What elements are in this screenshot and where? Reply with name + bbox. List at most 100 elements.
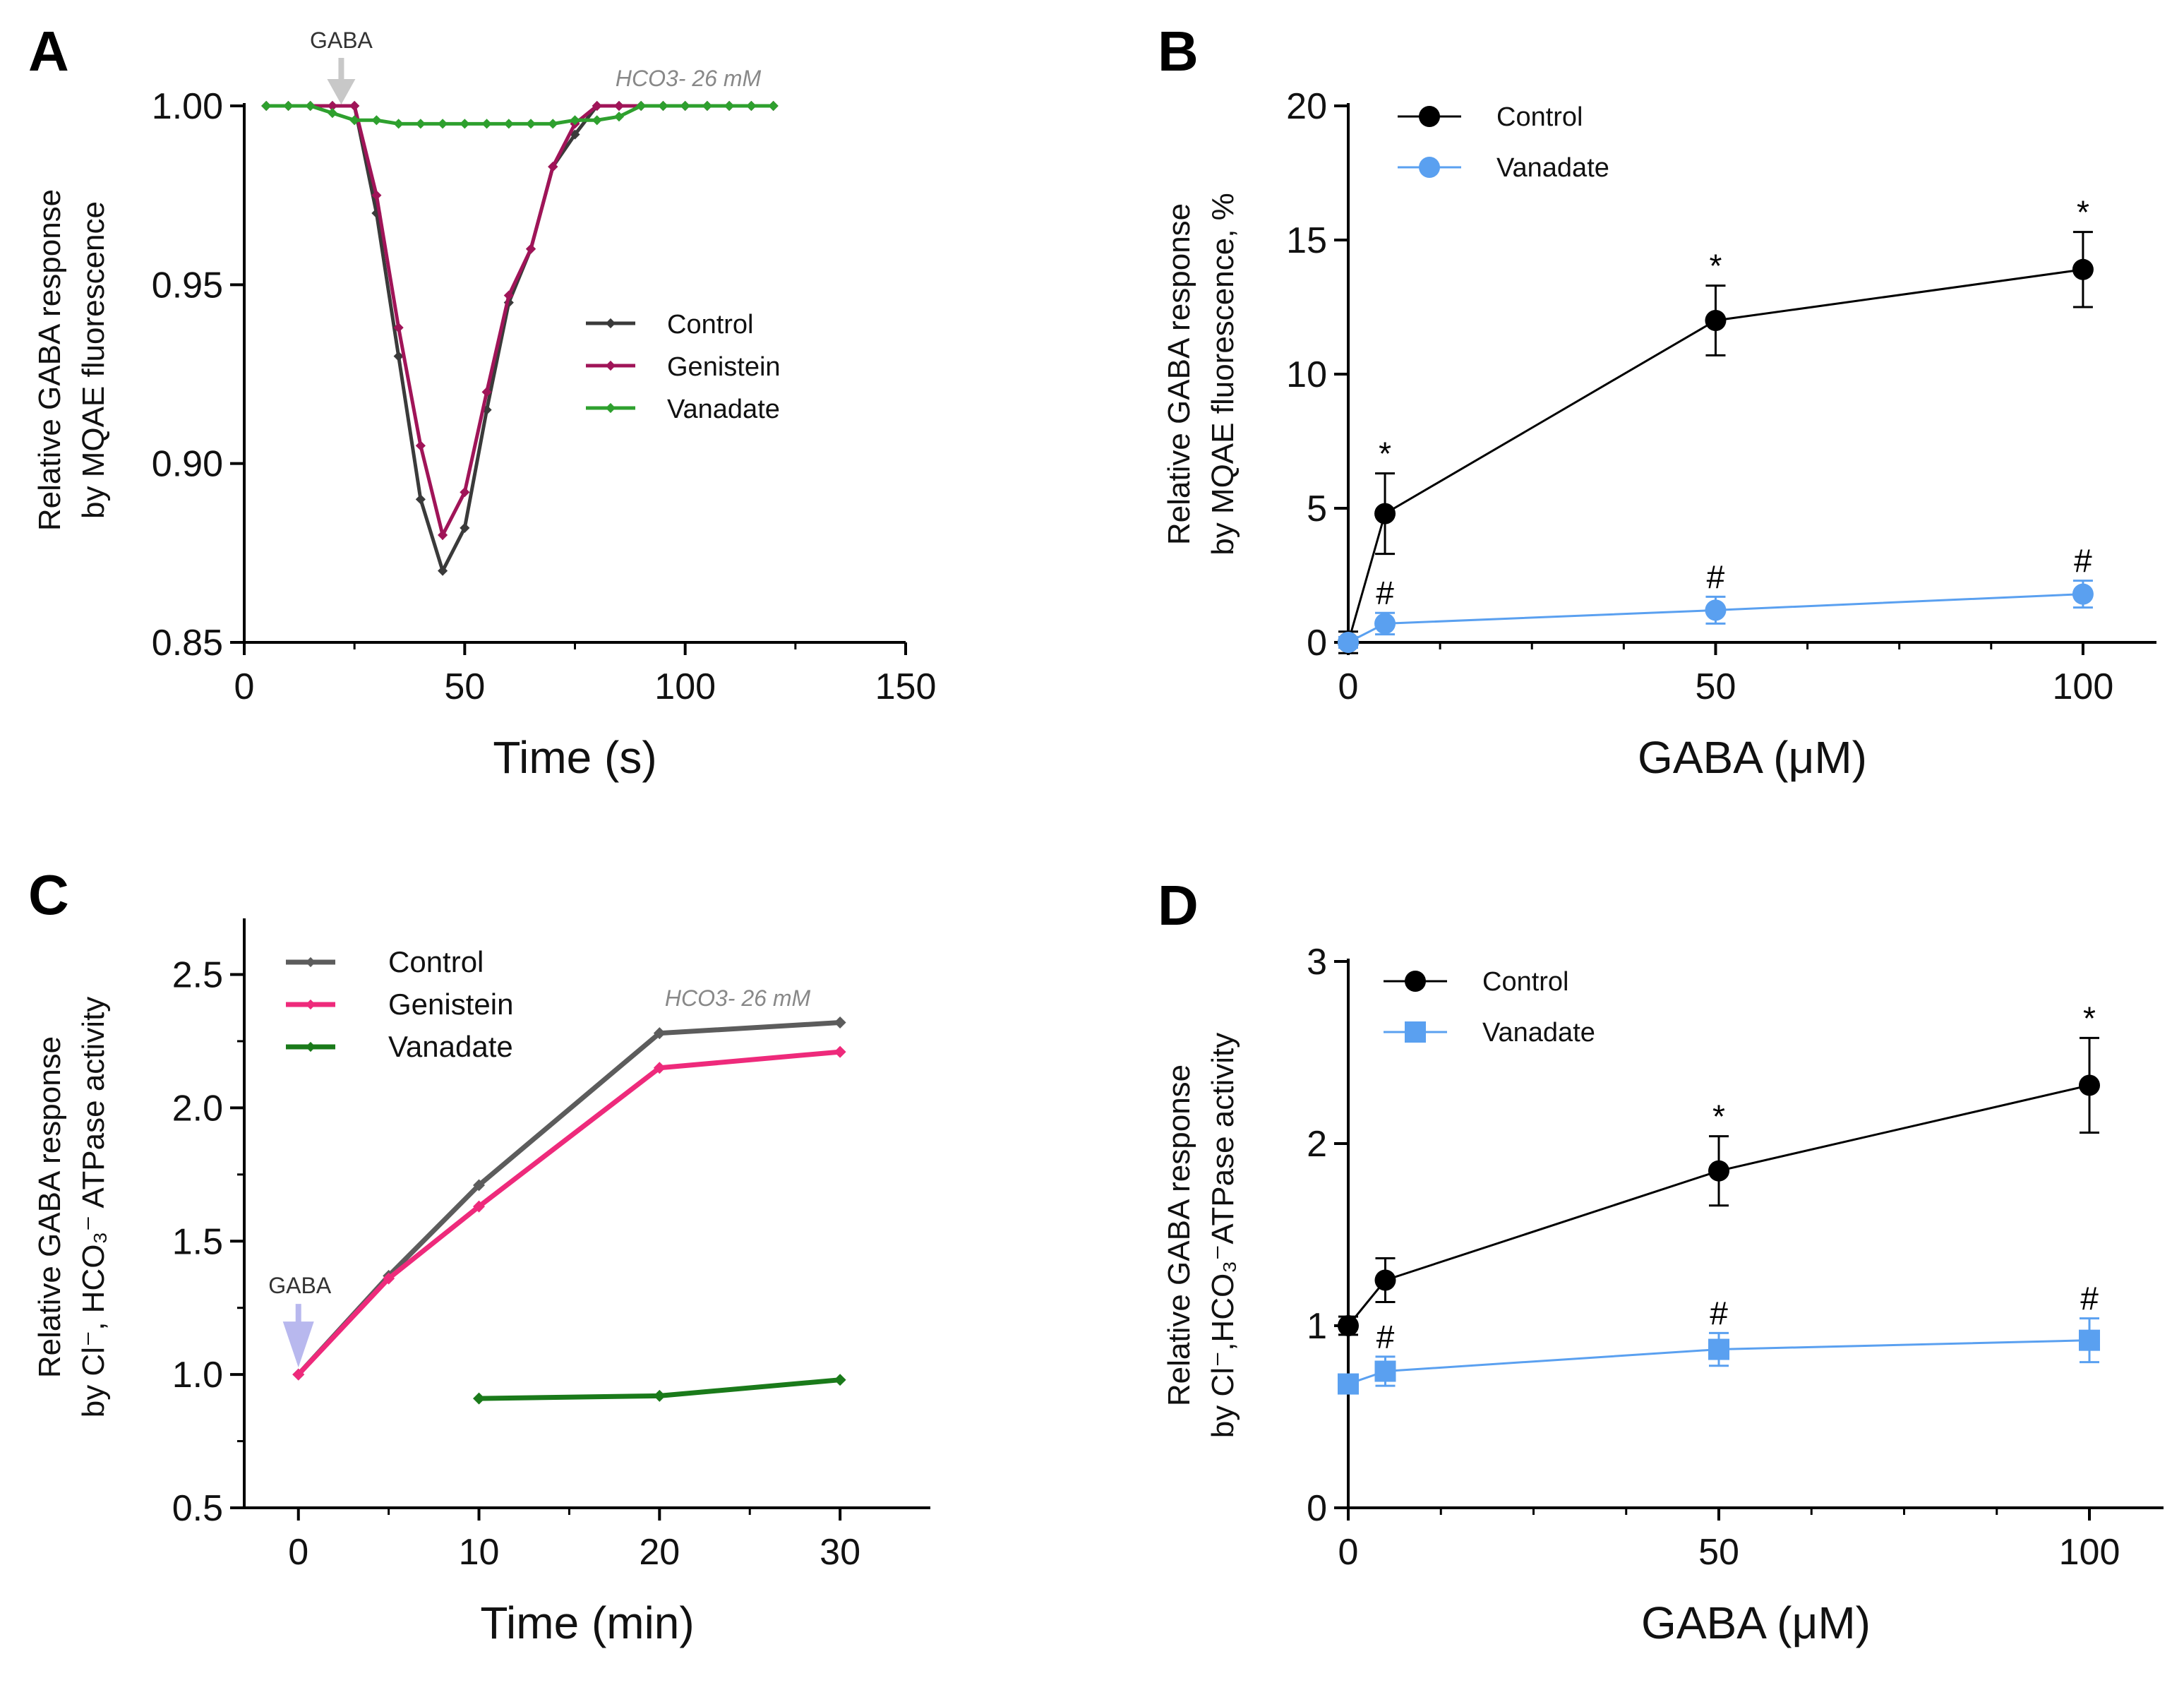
y-axis-title: Relative GABA response by Cl⁻,HCO₃⁻ATPase… [1162,1033,1240,1439]
data-point [1374,613,1396,635]
y-tick-label: 0.95 [152,265,223,306]
legend-item-control: Control [1398,102,1583,132]
x-tick-label: 10 [459,1532,500,1573]
data-point [2072,583,2094,605]
panel-label-d: D [1158,874,1199,937]
data-point [415,119,426,129]
y-tick-label: 5 [1307,488,1327,529]
data-point [548,119,558,129]
significance-mark: * [2083,1000,2096,1036]
legend-item-vanadate: Vanadate [1384,1018,1595,1048]
y-tick-label: 2.5 [172,955,223,996]
significance-mark: # [2080,1281,2099,1317]
legend-label: Control [1496,102,1583,132]
gaba-arrow-icon [327,79,356,104]
y-tick-label: 1.5 [172,1221,223,1262]
annotation-hco3: HCO3- 26 mM [665,985,811,1011]
data-point [1338,632,1359,653]
legend-marker [605,318,616,329]
panel-label-c: C [28,863,69,926]
series-vanadate: # # # [1338,543,2094,653]
data-point [327,100,338,112]
data-point [653,1027,666,1040]
data-point [383,1272,395,1285]
legend-label: Genistein [667,352,781,382]
panel-a: A 0.85 0.90 0.95 1.00 0 50 100 150 Time (s) Relati… [28,20,936,783]
legend-marker [605,360,616,371]
y-tick-label: 0.85 [152,623,223,664]
y-axis-title-line2: by Cl⁻, HCO₃⁻ ATPase activity [76,997,111,1418]
data-point [1374,503,1396,524]
panel-c: C 0.5 1.0 1.5 2.0 2.5 0 10 20 30 Time (min) Relativ… [28,863,930,1648]
x-axis-title: Time (min) [480,1597,694,1648]
data-point [349,115,360,126]
gaba-arrow-icon [282,1321,314,1368]
data-point [349,100,360,112]
data-point [525,244,536,254]
data-point [592,115,602,126]
data-point [371,115,382,126]
x-tick-label: 50 [1698,1532,1739,1573]
series-line-genistein [296,1049,841,1377]
data-point [724,100,735,112]
data-point [415,494,426,505]
legend-marker [305,1041,316,1053]
data-point [1708,1338,1729,1360]
y-tick-label: 20 [1286,86,1327,127]
series-line-vanadate [1348,593,2083,644]
data-point [548,162,558,172]
legend-item-vanadate: Vanadate [586,395,780,424]
series-line-control [1347,1084,2090,1326]
data-point [613,100,625,112]
legend-marker [605,402,616,414]
data-point [702,100,712,112]
y-tick-label: 2.0 [172,1088,223,1129]
series-vanadate [261,100,779,129]
data-point [438,529,448,541]
significance-mark: * [1379,436,1391,472]
data-point [503,119,514,129]
legend-label: Control [667,310,754,340]
legend-label: Vanadate [1482,1018,1595,1048]
data-point [834,1017,846,1029]
x-axis-title: GABA (μM) [1638,732,1867,783]
data-point [834,1374,846,1386]
x-tick-label: 50 [1696,666,1736,707]
y-axis-title-line1: Relative GABA response [1162,203,1196,545]
data-point [2079,1074,2100,1096]
series-line-control [296,1020,841,1377]
x-axis-title: GABA (μM) [1641,1597,1871,1648]
y-tick-label: 1 [1307,1306,1327,1347]
y-tick-label: 0.5 [172,1488,223,1529]
y-axis-title: Relative GABA response by MQAE fluorescen… [1162,193,1240,556]
significance-mark: # [1376,575,1394,611]
data-point [613,112,625,122]
panel-label-a: A [28,20,69,83]
legend-label: Control [388,945,484,978]
y-axis-title: Relative GABA response by MQAE fluorescen… [32,189,111,531]
significance-mark: # [1376,1319,1395,1355]
y-tick-label: 0 [1307,1488,1327,1529]
data-point [473,1392,486,1405]
legend-item-vanadate: Vanadate [286,1030,513,1063]
data-point [473,1179,486,1192]
gaba-arrow-label: GABA [310,28,373,53]
data-point [1374,1360,1396,1382]
legend-item-control: Control [286,945,484,978]
series-vanadate [473,1374,846,1405]
y-tick-label: 3 [1307,942,1327,983]
legend-marker [1405,1021,1426,1043]
data-point [2072,258,2094,280]
data-point [1374,1269,1396,1291]
x-tick-label: 150 [875,666,937,707]
data-point [438,119,448,129]
series-control [292,1017,846,1381]
data-point [283,100,294,112]
data-point [1708,1160,1729,1182]
legend-marker [1419,106,1440,127]
data-point [525,119,536,129]
data-point [653,1062,666,1074]
data-point [473,1200,486,1213]
data-point [1705,310,1727,331]
panel-label-b: B [1158,20,1199,83]
